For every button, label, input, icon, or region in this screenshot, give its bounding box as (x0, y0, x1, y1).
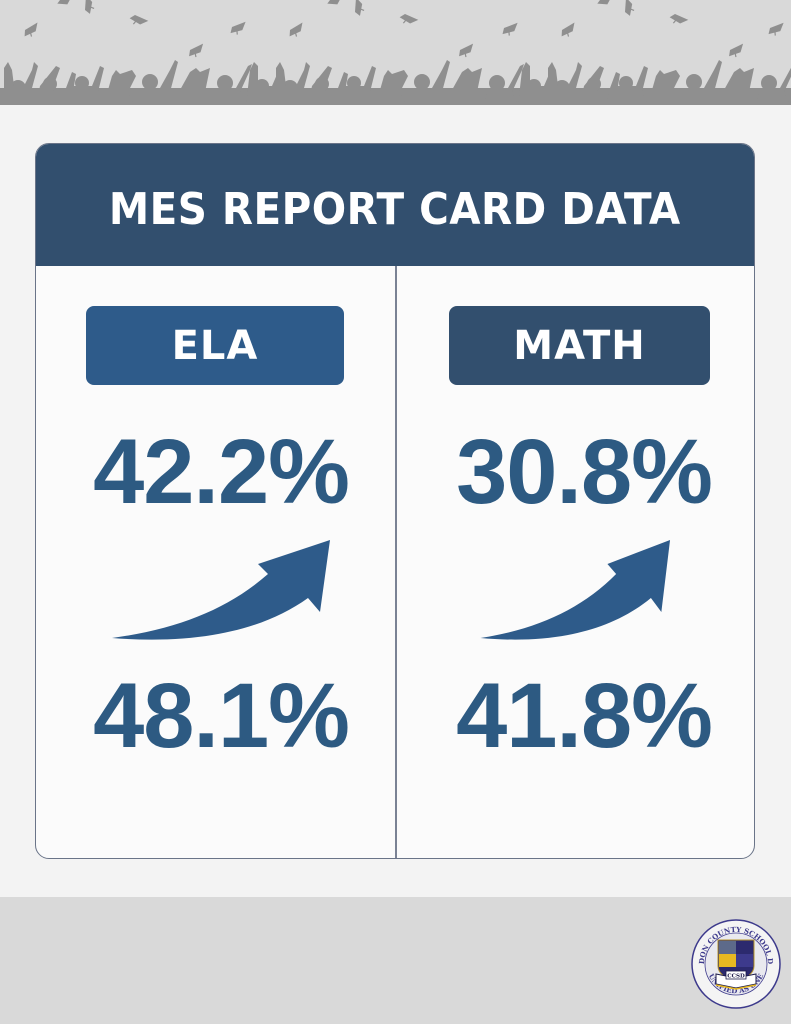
subject-badge-math: MATH (449, 306, 710, 385)
footer-band (0, 897, 791, 1024)
district-logo: CLARENDON COUNTY SCHOOL DISTRICT UNIFIED… (690, 918, 781, 1009)
ela-value-2025: 48.1% (93, 665, 350, 767)
crowd-silhouette (0, 60, 791, 105)
ela-value-2024: 42.2% (93, 421, 350, 523)
page-title: MES REPORT CARD DATA (109, 183, 681, 235)
ela-panel: ELA 42.2% 48.1% 2024 2025 (36, 266, 396, 858)
logo-center-text: CCSD (727, 974, 745, 980)
math-panel: MATH 30.8% 41.8% 2024 2025 (397, 266, 754, 858)
graduation-cap-icon (24, 0, 784, 58)
subject-badge-ela: ELA (86, 306, 344, 385)
report-card: MES REPORT CARD DATA ELA 42.2% 48.1% 202… (35, 143, 755, 859)
open-book-icon: CCSD (715, 970, 757, 990)
card-header: MES REPORT CARD DATA (36, 144, 754, 266)
graduation-banner (0, 0, 791, 105)
panel-divider (395, 266, 397, 858)
math-value-2025: 41.8% (456, 665, 713, 767)
math-value-2024: 30.8% (456, 421, 713, 523)
trending-up-arrow-icon (480, 540, 671, 640)
graduation-crowd-illustration (0, 0, 791, 105)
trending-up-arrow-icon (112, 540, 330, 640)
